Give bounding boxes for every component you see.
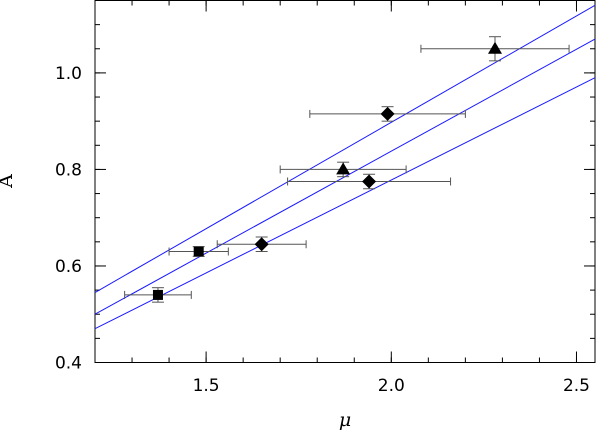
y-axis-label: A — [0, 174, 17, 189]
plot-frame — [94, 0, 596, 363]
fit-line — [94, 77, 596, 330]
x-tick-label: 1.5 — [193, 376, 220, 396]
diamond-marker — [380, 106, 395, 121]
y-tick-label: 1.0 — [55, 64, 82, 84]
x-axis-label: μ — [339, 409, 351, 430]
y-tick-label: 0.4 — [55, 354, 82, 374]
tick-labels: 1.5 2.0 2.5 0.4 0.6 0.8 1.0 — [55, 64, 590, 396]
triangle-marker — [336, 162, 351, 175]
triangle-marker — [488, 41, 502, 54]
x-tick-label: 2.0 — [378, 376, 405, 396]
x-tick-label: 2.5 — [563, 376, 590, 396]
square-marker — [193, 246, 204, 257]
y-tick-label: 0.6 — [55, 257, 82, 277]
fit-line — [94, 4, 596, 293]
square-marker — [152, 289, 163, 300]
axis-ticks — [94, 0, 595, 363]
y-tick-label: 0.8 — [55, 160, 82, 180]
data-markers — [152, 41, 502, 300]
diamond-marker — [362, 174, 377, 189]
diamond-marker — [254, 237, 269, 252]
